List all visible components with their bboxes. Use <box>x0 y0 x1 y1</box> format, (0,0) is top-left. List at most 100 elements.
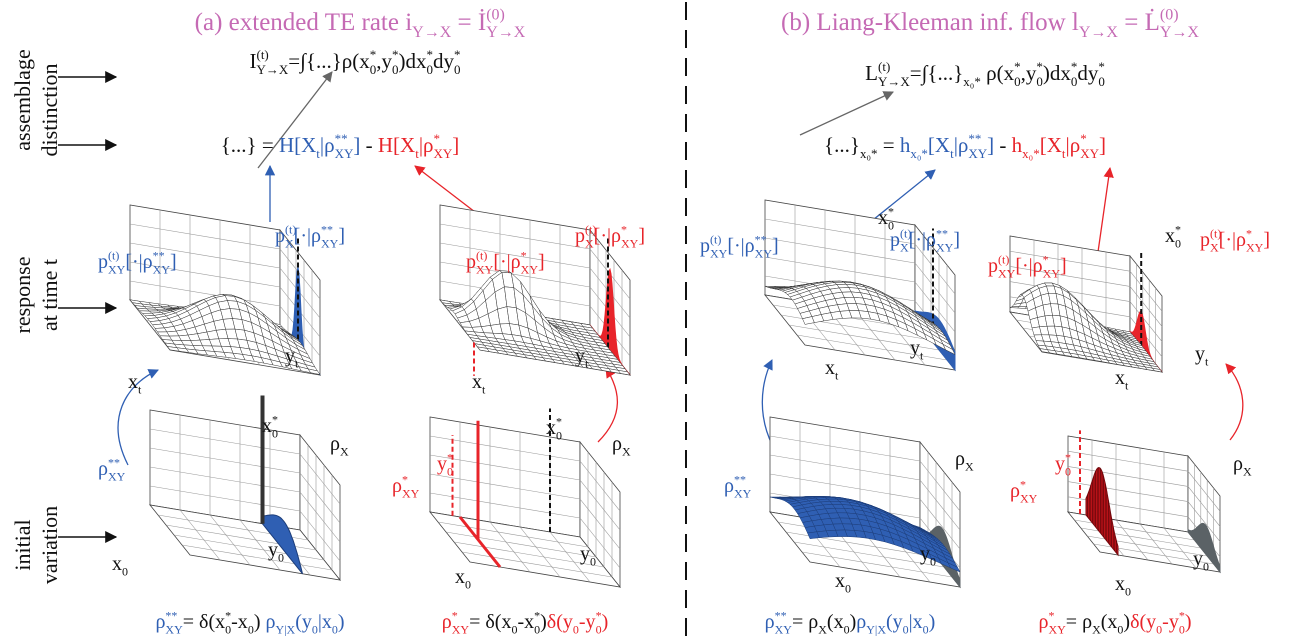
formula-sub: X <box>900 241 909 255</box>
formula: x*0 <box>546 415 562 443</box>
formula-text: x <box>112 553 122 575</box>
formula-sub: t <box>1125 379 1129 393</box>
formula-sub: x₀* <box>910 146 928 161</box>
formula-text: {...} = <box>221 133 279 157</box>
formula: {...} = H[Xt|ρ**XY] - H[Xt|ρ*XY] <box>221 131 460 161</box>
formula-text: x <box>128 371 138 393</box>
formula-sub: X <box>965 460 974 474</box>
formula-text: x <box>546 417 556 439</box>
formula-sub: XY <box>734 487 752 501</box>
formula: x0 <box>112 553 128 579</box>
formula-text: x <box>835 570 845 592</box>
formula-sup: * <box>272 413 278 427</box>
formula-text: ] <box>772 235 779 257</box>
arrow <box>800 92 893 135</box>
formula-sub: 0 <box>454 62 461 77</box>
formula-text: =∫{...}ρ( <box>288 49 359 74</box>
formula: y*0 <box>437 451 453 479</box>
formula-text: |ρ <box>320 133 335 157</box>
formula-text: ] <box>338 225 345 247</box>
formula-text: (x <box>1101 611 1118 633</box>
formula-text: p <box>1200 229 1210 251</box>
formula-text: h <box>1012 133 1023 157</box>
formula-text: y <box>437 453 447 475</box>
formula-text: x <box>262 415 272 437</box>
formula-sub: x₀* <box>1022 146 1040 161</box>
formula-sup: ** <box>755 233 767 247</box>
formula-text: ρ <box>155 611 165 633</box>
formula: xt <box>1115 367 1129 393</box>
formula: p(t)X[·|ρ**XY] <box>890 227 960 255</box>
formula-sub: XY <box>321 237 339 251</box>
formula-sub: 0 <box>122 565 128 579</box>
formula-text: x <box>1060 61 1071 85</box>
formula-text: ρ <box>392 475 402 497</box>
formula-text: ] <box>987 133 994 157</box>
formula: x*0 <box>262 413 278 441</box>
formula-text: δ(y <box>1130 611 1156 633</box>
formula-text: d <box>1077 61 1088 85</box>
formula-sup: * <box>1098 59 1105 74</box>
formula-text: ) <box>540 611 547 633</box>
formula-text: İ <box>478 9 486 36</box>
formula-sub: XY <box>476 263 494 277</box>
formula-text: x <box>1115 367 1125 389</box>
formula: x0 <box>455 566 471 592</box>
formula-sub: x₀* <box>860 146 878 161</box>
formula-text: = ρ <box>1066 611 1092 633</box>
formula-sup: (t) <box>878 59 890 74</box>
formula-sub: X <box>1092 623 1101 637</box>
formula-text: )d <box>399 49 417 73</box>
formula-sub: 0 <box>1203 560 1209 574</box>
formula: (a) extended TE rate iY→X = İ(0)Y→X <box>195 7 526 42</box>
formula-text: ρ <box>1233 453 1243 475</box>
arrow <box>1226 364 1243 440</box>
formula-text: {...} <box>824 133 860 157</box>
formula-text: x <box>455 566 465 588</box>
formula-text: |x <box>909 611 923 633</box>
formula-text: L̇ <box>1145 8 1160 36</box>
formula-text: = <box>451 9 478 36</box>
formula-text: δ(y <box>547 611 573 633</box>
formula-text: (x <box>827 611 844 633</box>
formula-sub: XY <box>521 263 539 277</box>
formula-text: x <box>215 611 225 633</box>
formula: ρX <box>612 433 631 459</box>
formula-text: x <box>1165 225 1175 247</box>
formula-sub: X <box>818 623 827 637</box>
formula-sup: * <box>1043 253 1049 267</box>
formula-text: = δ(x <box>469 611 511 633</box>
formula-sub: XY <box>402 487 420 501</box>
formula-text: y <box>444 49 455 73</box>
formula-sup: * <box>521 249 527 263</box>
formula-text: ρ <box>1010 480 1020 502</box>
formula-text: p <box>275 225 285 247</box>
formula-text: y <box>1026 61 1037 85</box>
formula-sup: ** <box>335 131 348 146</box>
arrow <box>1098 168 1110 252</box>
formula-sup: * <box>1065 451 1071 465</box>
formula-text: y <box>1195 343 1205 365</box>
formula-sup: (t) <box>108 249 119 263</box>
formula-sub: X <box>1210 241 1219 255</box>
formula-sup: * <box>452 609 458 623</box>
figure: assemblagedistinctionresponseat time tin… <box>0 0 1299 642</box>
formula: ρX <box>1233 453 1252 479</box>
formula-sub: XY <box>998 267 1016 281</box>
formula-text: L <box>865 61 878 85</box>
formula-text: x <box>1004 61 1015 85</box>
formula-sup: * <box>1246 227 1252 241</box>
formula-text: ) <box>929 611 936 633</box>
formula-sub: 0 <box>590 555 596 569</box>
formula-sub: 0 <box>845 582 851 596</box>
formula-text: [·|ρ <box>493 251 520 273</box>
formula-sup: * <box>1048 609 1054 623</box>
formula-sub: t <box>138 383 142 397</box>
formula-sub: 0 <box>1065 465 1071 479</box>
formula-sub: t <box>1205 355 1209 369</box>
formula-text: [·|ρ <box>1219 229 1246 251</box>
formula-text: |ρ <box>954 133 969 157</box>
formula-text: i <box>405 9 412 36</box>
formula: p(t)X[·|ρ**XY] <box>275 223 345 251</box>
formula-text: [·|ρ <box>909 229 936 251</box>
